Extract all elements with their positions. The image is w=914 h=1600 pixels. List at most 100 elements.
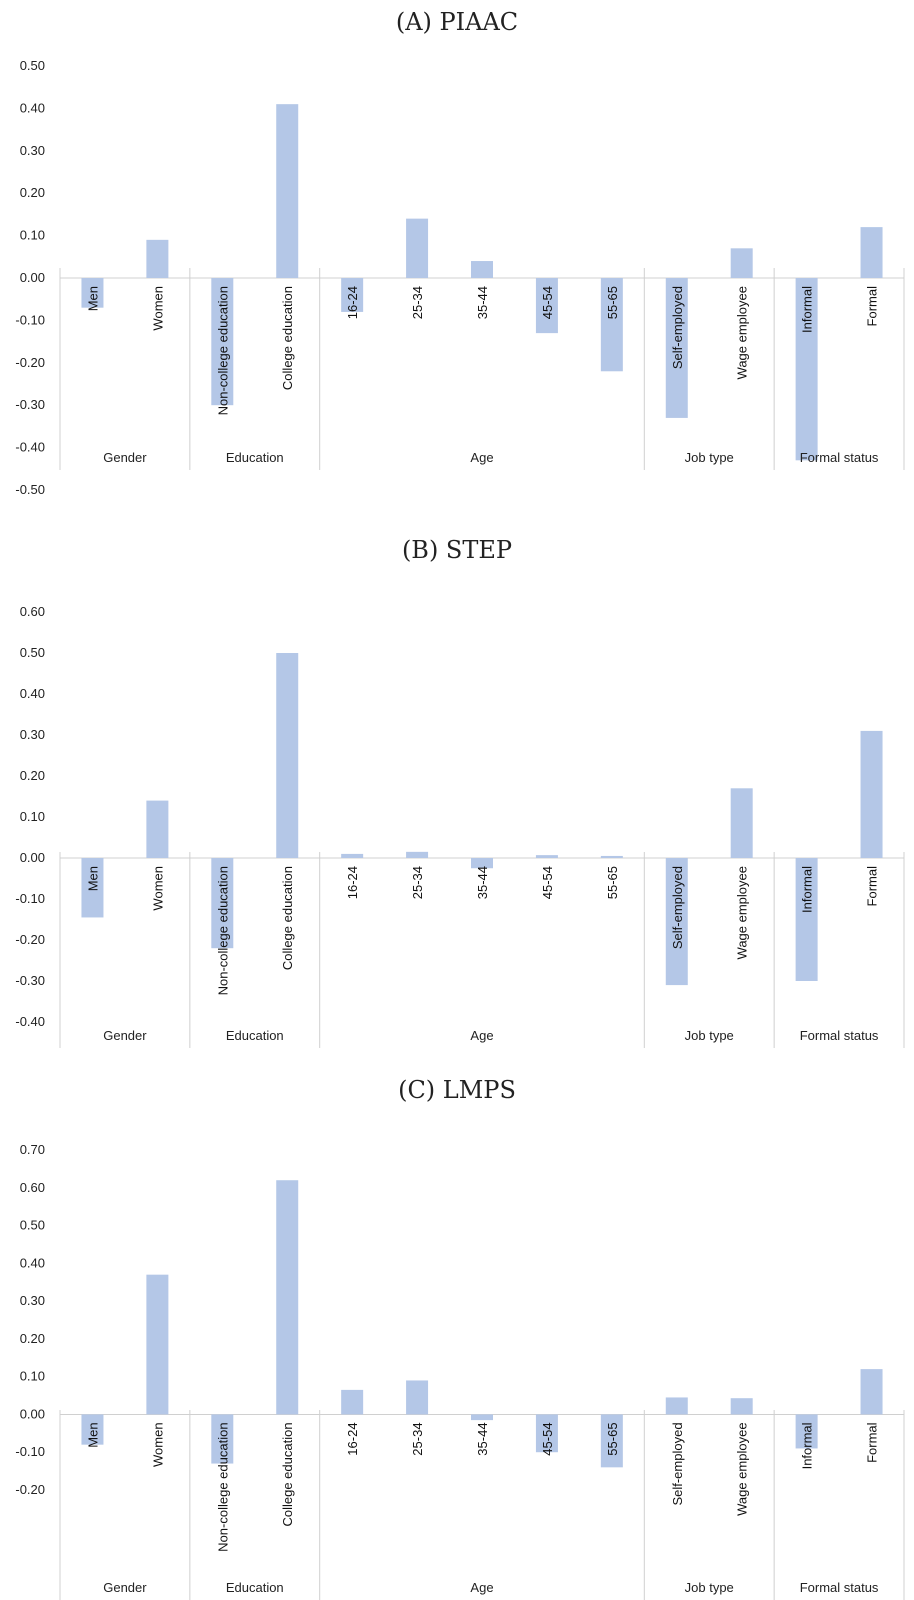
bar-non-college-education: [211, 1414, 234, 1464]
category-label: Women: [150, 286, 165, 331]
group-label: Gender: [103, 1580, 147, 1595]
bar-men: [81, 278, 104, 308]
y-tick-label: -0.20: [15, 355, 45, 370]
category-label: College education: [280, 866, 295, 970]
y-tick-label: 0.60: [20, 1180, 45, 1195]
group-label: Job type: [685, 1580, 734, 1595]
category-label: 45-54: [540, 286, 555, 319]
bar-college-education: [276, 104, 299, 278]
bar-formal: [860, 227, 883, 278]
y-tick-label: 0.10: [20, 1369, 45, 1384]
bar-55-65: [600, 278, 623, 372]
y-tick-label: -0.50: [15, 482, 45, 497]
y-tick-label: 0.40: [20, 100, 45, 115]
bar-men: [81, 1414, 104, 1445]
chart-title: (A) PIAAC: [396, 8, 518, 36]
category-label: Self-employed: [670, 866, 685, 949]
y-tick-label: -0.30: [15, 397, 45, 412]
y-tick-label: -0.10: [15, 1444, 45, 1459]
category-label: 45-54: [540, 866, 555, 899]
category-label: 25-34: [410, 1422, 425, 1455]
y-tick-label: 0.40: [20, 1255, 45, 1270]
bar-45-54: [535, 855, 558, 858]
bar-45-54: [535, 1414, 558, 1453]
group-label: Age: [470, 1580, 493, 1595]
category-label: 35-44: [475, 1422, 490, 1455]
category-label: Wage employee: [735, 866, 750, 959]
chart-title: (C) LMPS: [398, 1076, 516, 1104]
group-label: Job type: [685, 1028, 734, 1043]
y-tick-label: 0.40: [20, 686, 45, 701]
category-label: 45-54: [540, 1422, 555, 1455]
bar-wage-employee: [730, 788, 753, 858]
category-label: 16-24: [345, 866, 360, 899]
group-label: Gender: [103, 1028, 147, 1043]
bar-informal: [795, 1414, 818, 1449]
bar-college-education: [276, 653, 299, 858]
group-label: Education: [226, 1580, 284, 1595]
bar-wage-employee: [730, 1398, 753, 1415]
group-label: Age: [470, 1028, 493, 1043]
bar-25-34: [406, 1380, 429, 1415]
bar-self-employed: [665, 858, 688, 986]
group-label: Formal status: [800, 450, 879, 465]
category-label: Men: [85, 1422, 100, 1447]
chart-title: (B) STEP: [402, 536, 512, 564]
category-label: Formal: [865, 286, 880, 327]
bar-35-44: [471, 858, 493, 869]
bar-45-54: [535, 278, 558, 334]
category-label: College education: [280, 1422, 295, 1526]
y-tick-label: 0.50: [20, 645, 45, 660]
group-label: Job type: [685, 450, 734, 465]
bar-women: [146, 800, 169, 858]
category-label: Women: [150, 866, 165, 911]
y-tick-label: -0.20: [15, 932, 45, 947]
chart-0: (A) PIAAC 0.50 0.40 0.30 0.20 0.10 0.00 -0.10 -0…: [15, 8, 905, 497]
category-label: Self-employed: [670, 1422, 685, 1505]
category-label: 55-65: [605, 866, 620, 899]
y-tick-label: 0.00: [20, 270, 45, 285]
group-label: Education: [226, 450, 284, 465]
category-label: Formal: [865, 866, 880, 907]
y-tick-label: 0.20: [20, 185, 45, 200]
group-label: Education: [226, 1028, 284, 1043]
category-label: Non-college education: [215, 1422, 230, 1551]
y-tick-label: 0.10: [20, 809, 45, 824]
y-tick-label: -0.30: [15, 973, 45, 988]
bar-non-college-education: [211, 858, 234, 949]
category-label: Informal: [800, 286, 815, 333]
y-tick-label: 0.30: [20, 143, 45, 158]
bar-16-24: [341, 278, 364, 312]
category-label: Non-college education: [215, 286, 230, 415]
group-label: Age: [470, 450, 493, 465]
bar-16-24: [341, 853, 364, 858]
category-label: Men: [85, 286, 100, 311]
bar-women: [146, 1274, 169, 1415]
bar-wage-employee: [730, 248, 753, 278]
y-tick-label: -0.20: [15, 1482, 45, 1497]
y-tick-label: 0.30: [20, 1293, 45, 1308]
category-label: Self-employed: [670, 286, 685, 369]
y-tick-label: -0.10: [15, 312, 45, 327]
y-tick-label: 0.30: [20, 727, 45, 742]
y-tick-label: 0.20: [20, 768, 45, 783]
bar-35-44: [471, 261, 493, 278]
y-tick-label: 0.50: [20, 1218, 45, 1233]
category-label: College education: [280, 286, 295, 390]
bar-25-34: [406, 218, 429, 278]
bar-self-employed: [665, 1397, 688, 1415]
category-label: 25-34: [410, 866, 425, 899]
category-label: 16-24: [345, 1422, 360, 1455]
category-label: Men: [85, 866, 100, 891]
bar-self-employed: [665, 278, 688, 418]
category-label: Informal: [800, 1422, 815, 1469]
category-label: Women: [150, 1422, 165, 1467]
y-tick-label: 0.00: [20, 850, 45, 865]
category-label: 35-44: [475, 866, 490, 899]
category-label: Wage employee: [735, 1422, 750, 1515]
group-label: Formal status: [800, 1580, 879, 1595]
bar-16-24: [341, 1389, 364, 1415]
bar-25-34: [406, 851, 429, 858]
y-tick-label: -0.40: [15, 440, 45, 455]
